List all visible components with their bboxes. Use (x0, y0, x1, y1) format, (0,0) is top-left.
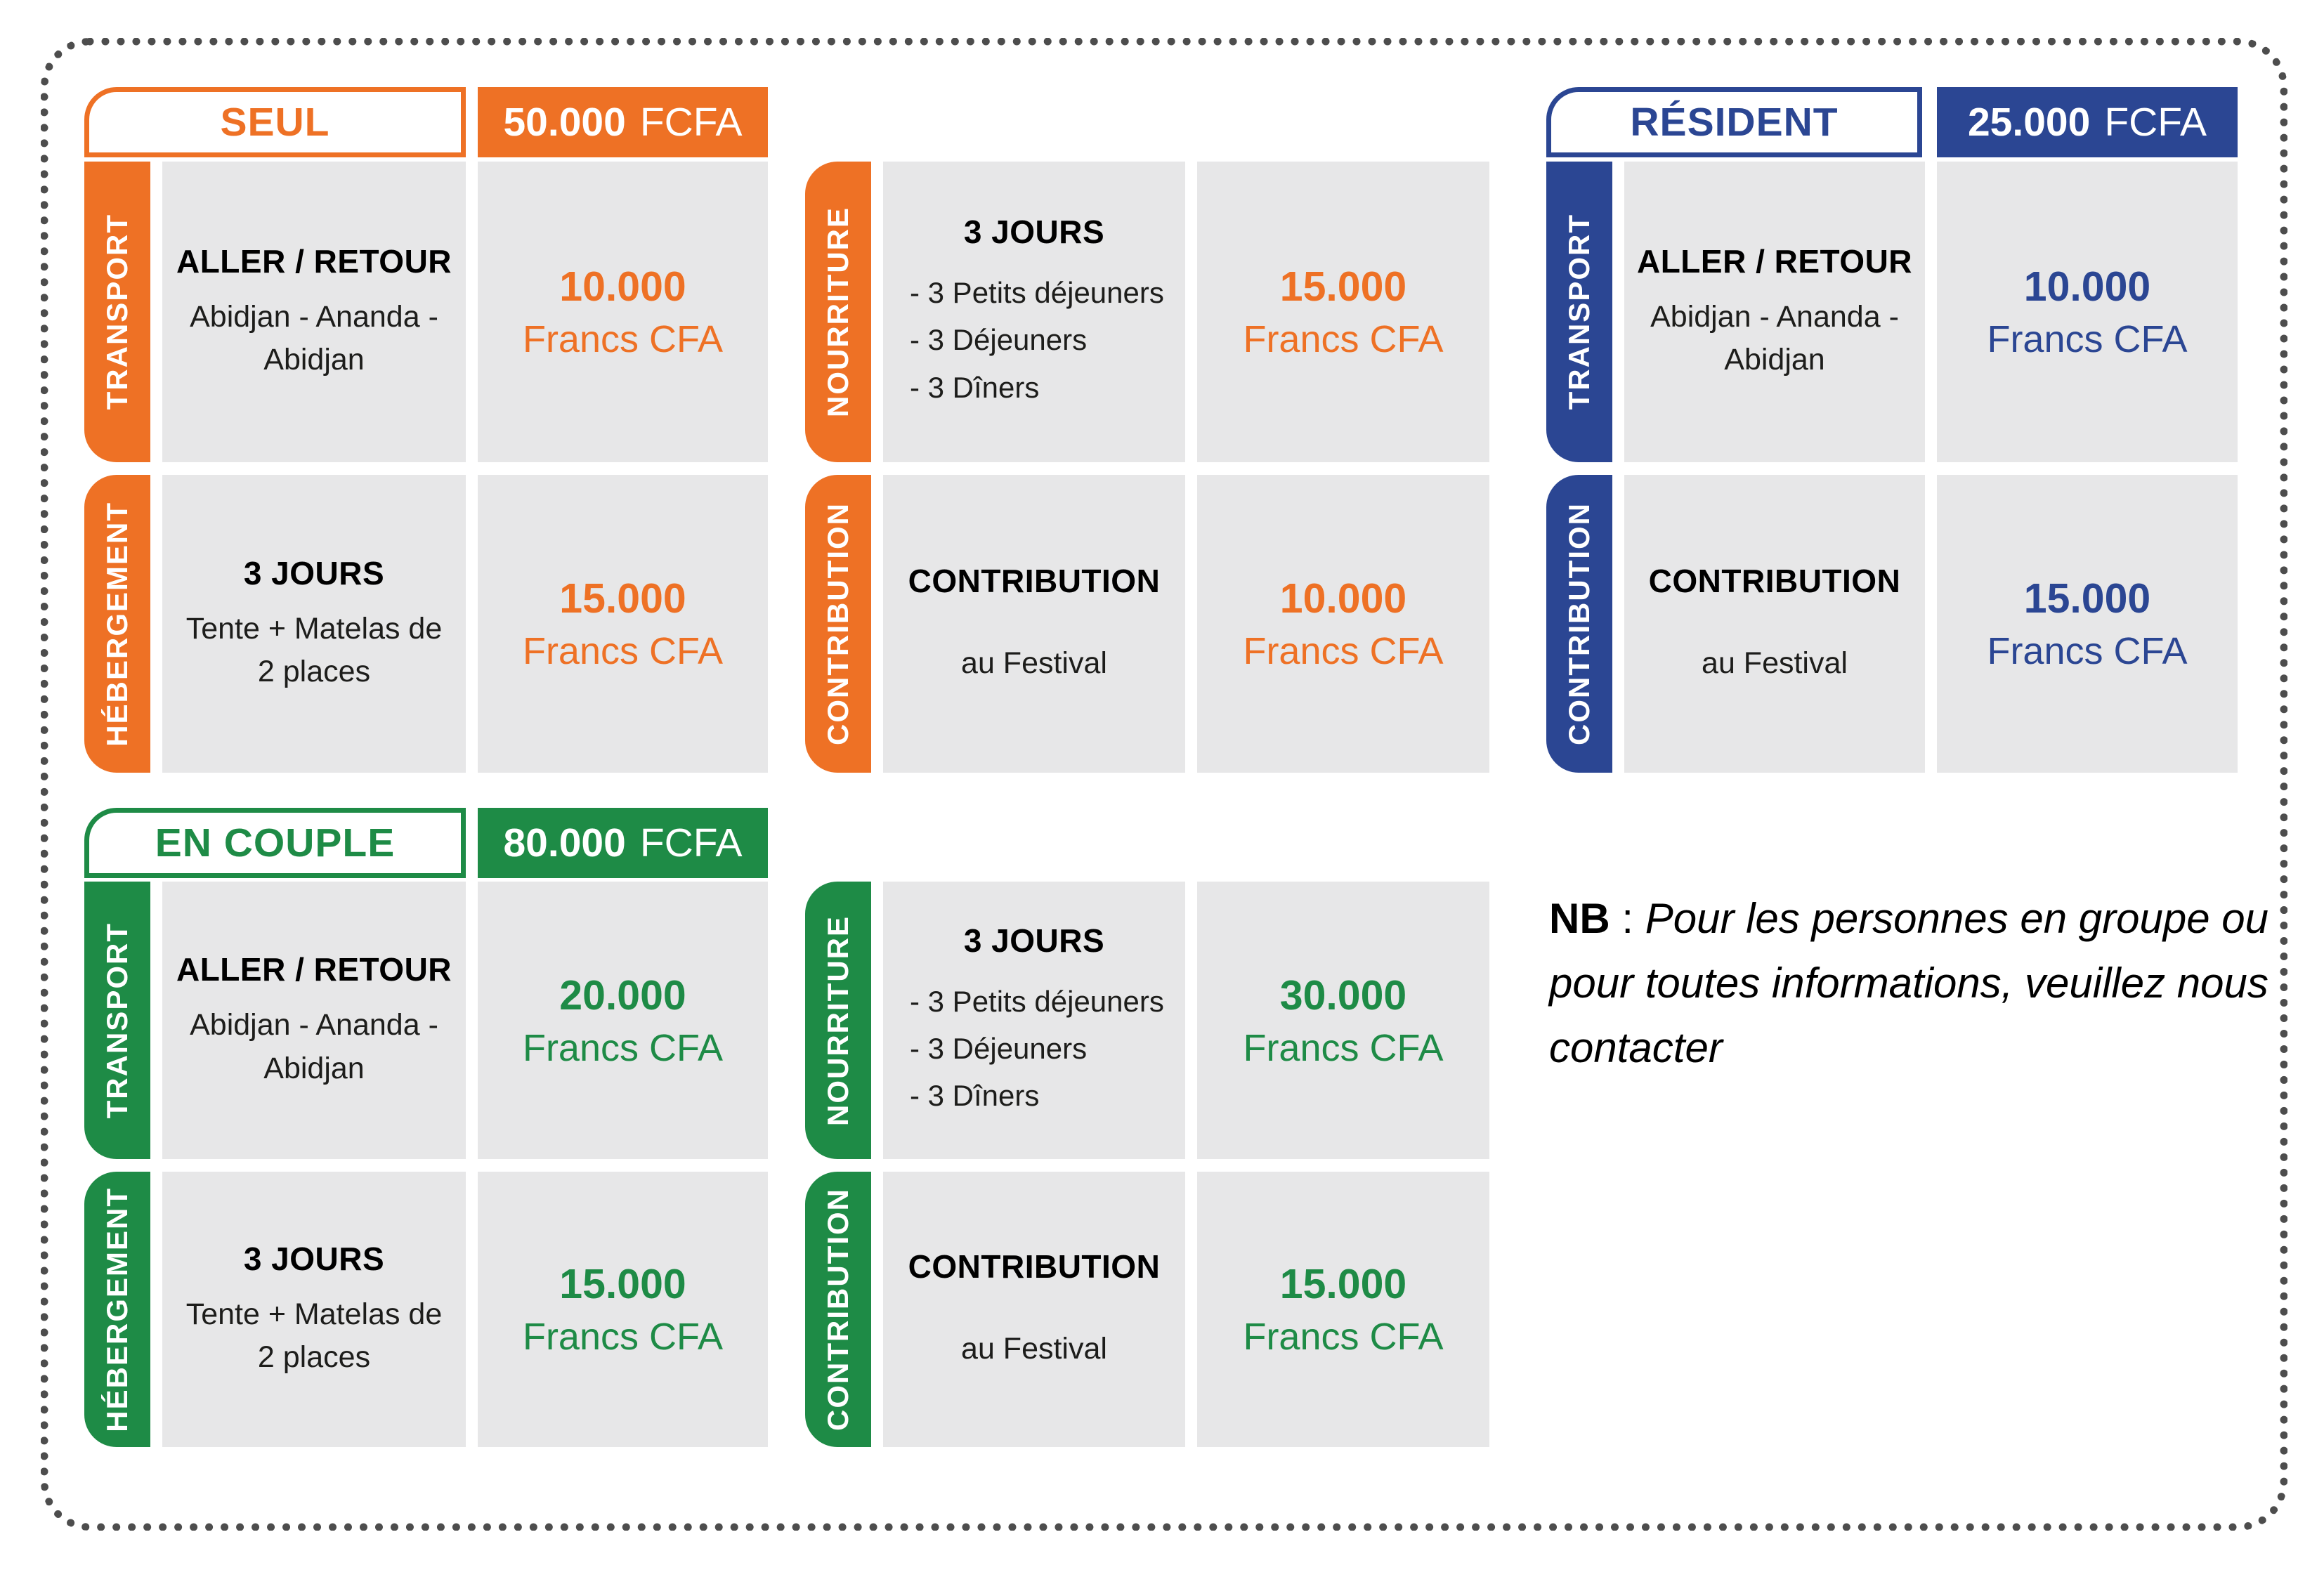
seul-transport-label: TRANSPORT (84, 162, 150, 462)
couple-nourriture-desc-cell: 3 JOURS - 3 Petits déjeuners - 3 Déjeune… (883, 882, 1185, 1159)
seul-transport-heading: ALLER / RETOUR (176, 242, 452, 280)
couple-hebergement-desc-cell: 3 JOURS Tente + Matelas de 2 places (162, 1172, 466, 1447)
resident-transport-label: TRANSPORT (1546, 162, 1612, 462)
couple-nourriture-label: NOURRITURE (805, 882, 871, 1159)
couple-transport-route: Abidjan - Ananda - Abidjan (190, 1008, 438, 1085)
seul-contribution-desc-cell: CONTRIBUTION au Festival (883, 475, 1185, 773)
resident-contribution-price-cell: 15.000 Francs CFA (1937, 475, 2238, 773)
seul-hebergement-price-cell: 15.000 Francs CFA (478, 475, 768, 773)
couple-transport-desc-cell: ALLER / RETOUR Abidjan - Ananda - Abidja… (162, 882, 466, 1159)
couple-contribution-price-cell: 15.000 Francs CFA (1197, 1172, 1489, 1447)
nb-note: NB : Pour les personnes en groupe ou pou… (1549, 886, 2304, 1080)
couple-total-amount: 80.000 (503, 820, 626, 865)
couple-header-title-box: EN COUPLE (84, 808, 466, 878)
couple-title: EN COUPLE (155, 820, 396, 865)
seul-hebergement-label: HÉBERGEMENT (84, 475, 150, 773)
couple-transport-price-cell: 20.000 Francs CFA (478, 882, 768, 1159)
nb-separator: : (1610, 895, 1645, 942)
couple-contribution-label: CONTRIBUTION (805, 1172, 871, 1447)
resident-contribution-label: CONTRIBUTION (1546, 475, 1612, 773)
seul-total-currency: FCFA (639, 100, 743, 145)
couple-transport-label: TRANSPORT (84, 882, 150, 1159)
couple-nourriture-list: - 3 Petits déjeuners - 3 Déjeuners - 3 D… (910, 984, 1164, 1113)
couple-hebergement-price-cell: 15.000 Francs CFA (478, 1172, 768, 1447)
resident-transport-route: Abidjan - Ananda - Abidjan (1650, 299, 1899, 377)
resident-contribution-desc-cell: CONTRIBUTION au Festival (1624, 475, 1925, 773)
seul-contribution-price-cell: 10.000 Francs CFA (1197, 475, 1489, 773)
couple-total-currency: FCFA (639, 820, 743, 865)
seul-hebergement-detail: Tente + Matelas de 2 places (185, 611, 443, 688)
dotted-border (41, 38, 2287, 1531)
resident-total-currency: FCFA (2104, 100, 2207, 145)
seul-nourriture-label: NOURRITURE (805, 162, 871, 462)
seul-total-amount: 50.000 (503, 100, 626, 145)
nb-text: Pour les personnes en groupe ou pour tou… (1549, 895, 2268, 1071)
seul-transport-price-cell: 10.000 Francs CFA (478, 162, 768, 462)
couple-contribution-desc-cell: CONTRIBUTION au Festival (883, 1172, 1185, 1447)
seul-nourriture-desc-cell: 3 JOURS - 3 Petits déjeuners - 3 Déjeune… (883, 162, 1185, 462)
resident-transport-desc-cell: ALLER / RETOUR Abidjan - Ananda - Abidja… (1624, 162, 1925, 462)
couple-header-price-box: 80.000 FCFA (478, 808, 768, 878)
seul-transport-route: Abidjan - Ananda - Abidjan (190, 299, 438, 377)
resident-transport-price-cell: 10.000 Francs CFA (1937, 162, 2238, 462)
seul-header-title-box: SEUL (84, 87, 466, 157)
seul-nourriture-price-cell: 15.000 Francs CFA (1197, 162, 1489, 462)
seul-header-price-box: 50.000 FCFA (478, 87, 768, 157)
nb-prefix: NB (1549, 895, 1610, 942)
resident-header-price-box: 25.000 FCFA (1937, 87, 2238, 157)
seul-hebergement-desc-cell: 3 JOURS Tente + Matelas de 2 places (162, 475, 466, 773)
couple-nourriture-price-cell: 30.000 Francs CFA (1197, 882, 1489, 1159)
seul-transport-desc-cell: ALLER / RETOUR Abidjan - Ananda - Abidja… (162, 162, 466, 462)
couple-hebergement-detail: Tente + Matelas de 2 places (185, 1297, 443, 1374)
seul-contribution-label: CONTRIBUTION (805, 475, 871, 773)
couple-hebergement-label: HÉBERGEMENT (84, 1172, 150, 1447)
seul-nourriture-list: - 3 Petits déjeuners - 3 Déjeuners - 3 D… (910, 276, 1164, 404)
resident-title: RÉSIDENT (1630, 100, 1839, 145)
seul-title: SEUL (220, 100, 330, 145)
resident-total-amount: 25.000 (1967, 100, 2091, 145)
resident-header-title-box: RÉSIDENT (1546, 87, 1922, 157)
